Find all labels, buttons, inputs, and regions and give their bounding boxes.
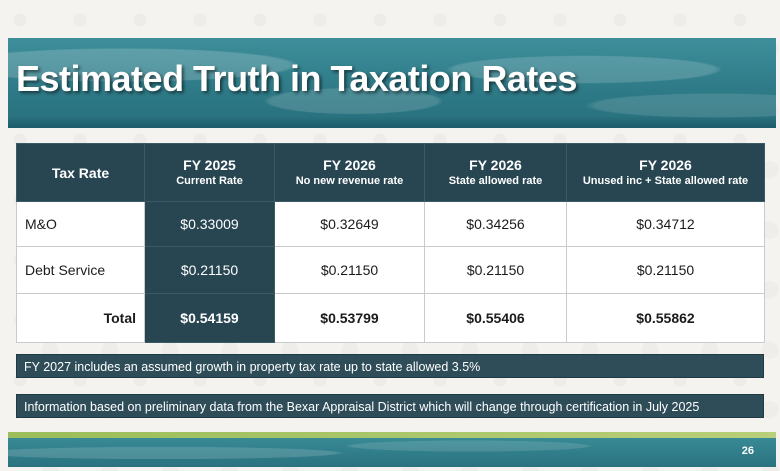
- table-cell: $0.21150: [424, 246, 567, 294]
- header-main: FY 2025: [183, 157, 236, 173]
- table-cell: $0.32649: [274, 201, 425, 247]
- header-main: FY 2026: [639, 157, 692, 173]
- table-header-row: Tax Rate FY 2025 Current Rate FY 2026 No…: [16, 143, 765, 202]
- header-fy2026-state-allowed: FY 2026 State allowed rate: [424, 143, 567, 202]
- table-row-debt-service: Debt Service $0.21150 $0.21150 $0.21150 …: [16, 246, 765, 294]
- table-cell: $0.55862: [566, 293, 765, 343]
- header-main: Tax Rate: [51, 164, 110, 181]
- header-main: FY 2026: [323, 157, 376, 173]
- table-row-mo: M&O $0.33009 $0.32649 $0.34256 $0.34712: [16, 201, 765, 247]
- table-cell: $0.21150: [274, 246, 425, 294]
- row-label: Total: [16, 293, 145, 343]
- note-data-source: Information based on preliminary data fr…: [16, 394, 764, 418]
- row-label: Debt Service: [16, 246, 145, 294]
- table-row-total: Total $0.54159 $0.53799 $0.55406 $0.5586…: [16, 293, 765, 343]
- tax-rate-table: Tax Rate FY 2025 Current Rate FY 2026 No…: [16, 143, 765, 343]
- header-fy2026-unused-inc: FY 2026 Unused inc + State allowed rate: [566, 143, 765, 202]
- table-cell: $0.55406: [424, 293, 567, 343]
- header-sub: Unused inc + State allowed rate: [582, 175, 749, 187]
- header-sub: State allowed rate: [448, 175, 543, 187]
- footer-banner: [8, 432, 776, 467]
- header-sub: No new revenue rate: [295, 175, 404, 187]
- title-banner: [8, 38, 776, 128]
- table-cell: $0.54159: [144, 293, 275, 343]
- table-cell: $0.34256: [424, 201, 567, 247]
- header-fy2026-no-new-revenue: FY 2026 No new revenue rate: [274, 143, 425, 202]
- page-title: Estimated Truth in Taxation Rates: [16, 58, 577, 99]
- header-tax-rate: Tax Rate: [16, 143, 145, 202]
- table-cell: $0.53799: [274, 293, 425, 343]
- table-cell: $0.21150: [144, 246, 275, 294]
- header-sub: Current Rate: [176, 175, 243, 187]
- table-cell: $0.21150: [566, 246, 765, 294]
- header-main: FY 2026: [469, 157, 522, 173]
- note-fy2027-growth: FY 2027 includes an assumed growth in pr…: [16, 354, 764, 378]
- table-cell: $0.33009: [144, 201, 275, 247]
- page-number: 26: [741, 445, 754, 457]
- row-label: M&O: [16, 201, 145, 247]
- header-fy2025-current: FY 2025 Current Rate: [144, 143, 275, 202]
- table-cell: $0.34712: [566, 201, 765, 247]
